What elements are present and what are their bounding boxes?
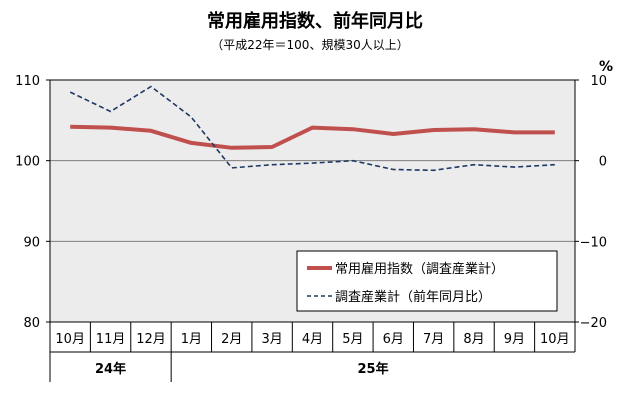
category-label-6: 4月 (302, 332, 323, 347)
category-label-9: 7月 (423, 332, 444, 347)
category-label-10: 8月 (463, 332, 484, 347)
legend: 常用雇用指数（調査産業計） 調査産業計（前年同月比） (296, 250, 558, 312)
grid-lines (50, 160, 575, 242)
category-label-2: 12月 (136, 332, 166, 347)
right-tick-label--20: −20 (580, 316, 607, 331)
left-tick-label-80: 80 (23, 316, 40, 331)
category-label-7: 5月 (342, 332, 363, 347)
category-label-3: 1月 (181, 332, 202, 347)
category-label-11: 9月 (504, 332, 525, 347)
left-axis: 80 90 100 110 (15, 74, 50, 331)
series-line-1 (69, 85, 555, 172)
category-label-0: 10月 (55, 332, 85, 347)
category-label-8: 6月 (383, 332, 404, 347)
x-axis: 10月 11月 12月 1月 2月 3月 4月 5月 6月 7月 8月 9月 10月 24年 25年 (49, 322, 576, 382)
plot-border (49, 79, 576, 323)
chart-title: 常用雇用指数、前年同月比 (207, 10, 423, 32)
series-layer (69, 85, 555, 172)
right-axis-unit: % (599, 59, 613, 75)
legend-label-yoy: 調査産業計（前年同月比） (335, 289, 491, 305)
year-label-0: 24年 (95, 361, 126, 377)
right-axis: −20 −10 0 10 (575, 74, 607, 331)
left-tick-label-90: 90 (23, 235, 40, 250)
legend-box (296, 250, 558, 312)
chart-subtitle: （平成22年＝100、規模30人以上） (211, 37, 408, 52)
category-label-12: 10月 (540, 332, 570, 347)
right-tick-label-0: 0 (599, 155, 607, 170)
left-tick-label-110: 110 (15, 74, 40, 89)
category-label-4: 2月 (221, 332, 242, 347)
year-label-1: 25年 (358, 361, 389, 377)
right-tick-label--10: −10 (580, 235, 607, 250)
category-label-1: 11月 (96, 332, 126, 347)
series-line-0 (70, 124, 555, 150)
legend-label-index: 常用雇用指数（調査産業計） (335, 261, 504, 277)
right-tick-label-10: 10 (590, 74, 607, 89)
left-tick-label-100: 100 (15, 155, 40, 170)
category-label-5: 3月 (261, 332, 282, 347)
